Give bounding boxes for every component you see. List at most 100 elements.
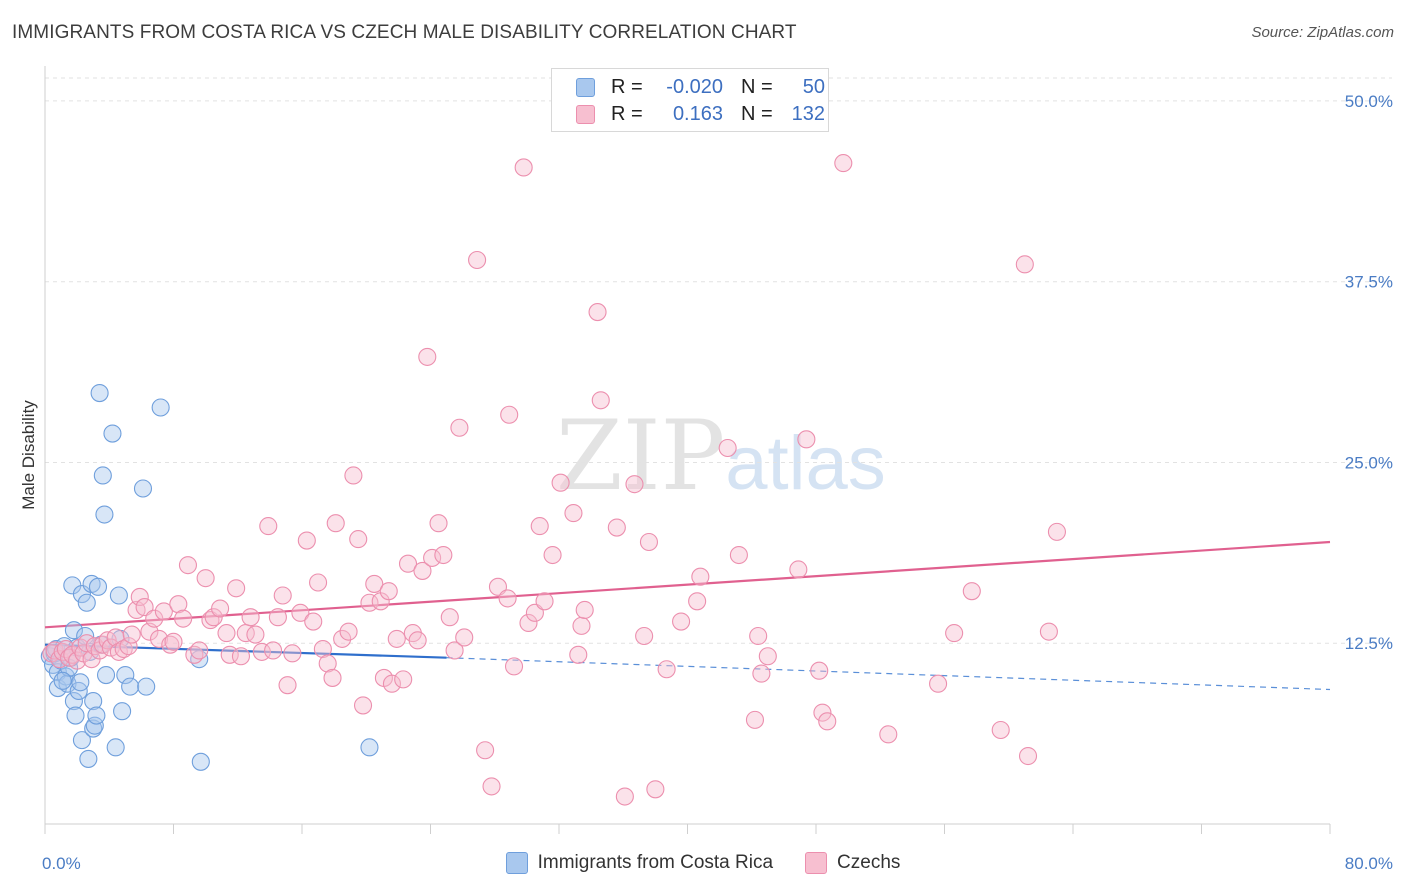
point-czechs [745, 710, 765, 729]
point-czechs [365, 574, 384, 593]
point-costa-rica [113, 702, 132, 721]
point-czechs [482, 777, 501, 796]
point-czechs [797, 430, 816, 449]
point-czechs [789, 560, 808, 579]
point-czechs [749, 626, 768, 646]
chart-title: IMMIGRANTS FROM COSTA RICA VS CZECH MALE… [12, 22, 797, 43]
point-czechs [500, 405, 519, 424]
point-czechs [211, 599, 230, 618]
bottom-legend-label-czechs: Czechs [837, 852, 901, 873]
point-czechs [691, 567, 710, 586]
x-tick-label-min: 0.0% [42, 854, 81, 873]
point-czechs [551, 473, 570, 492]
point-costa-rica [109, 586, 128, 605]
point-czechs [1015, 255, 1034, 274]
point-czechs [135, 598, 154, 617]
point-czechs [569, 645, 588, 664]
point-czechs [423, 548, 442, 567]
point-costa-rica [88, 577, 108, 596]
legend-row-costa-rica: R = -0.020 N = 50 [576, 75, 825, 99]
point-czechs [273, 586, 292, 605]
point-czechs [1018, 746, 1038, 766]
point-costa-rica [116, 665, 135, 685]
point-czechs [498, 589, 517, 608]
point-czechs [572, 616, 591, 635]
scatter-points [40, 154, 1066, 806]
point-czechs [504, 657, 524, 676]
point-czechs [164, 632, 183, 651]
point-czechs [278, 676, 297, 695]
point-czechs [488, 577, 508, 596]
point-czechs [231, 647, 251, 666]
point-czechs [445, 641, 464, 660]
point-czechs [635, 626, 654, 646]
bottom-legend-czechs: Czechs [805, 852, 900, 874]
point-czechs [130, 587, 149, 607]
point-czechs [834, 154, 853, 173]
watermark-zip: ZIP [556, 400, 726, 512]
legend-n-value: 132 [791, 102, 825, 125]
point-czechs [154, 602, 173, 621]
legend-r-value: 0.163 [672, 102, 723, 125]
point-czechs [349, 530, 368, 549]
legend-n-label: N = [741, 75, 773, 98]
x-tick-label-max: 80.0% [1345, 854, 1393, 873]
point-costa-rica [103, 424, 122, 443]
point-costa-rica [151, 398, 170, 417]
point-czechs [398, 554, 418, 573]
point-czechs [161, 635, 180, 654]
point-czechs [818, 712, 837, 731]
point-czechs [145, 609, 164, 628]
point-czechs [476, 741, 495, 760]
legend-swatch-czechs [576, 104, 595, 124]
bottom-legend-label-costa-rica: Immigrants from Costa Rica [537, 852, 774, 873]
watermark: ZIPatlas [556, 400, 886, 512]
point-czechs [429, 514, 448, 533]
point-costa-rica [360, 738, 379, 757]
point-costa-rica [84, 692, 103, 711]
y-tick-label: 12.5% [1345, 634, 1393, 653]
point-czechs [813, 703, 832, 722]
legend-n-value: 50 [802, 75, 825, 98]
legend-swatch-costa-rica [576, 77, 595, 97]
point-czechs [119, 637, 138, 656]
source-label: Source: ZipAtlas.com [1251, 24, 1394, 41]
point-czechs [353, 696, 373, 715]
point-czechs [646, 780, 665, 799]
point-czechs [625, 475, 644, 494]
point-czechs [535, 592, 554, 611]
point-czechs [109, 642, 128, 661]
point-costa-rica [53, 671, 72, 690]
point-costa-rica [64, 621, 83, 640]
point-czechs [246, 625, 265, 644]
point-czechs [259, 517, 278, 536]
point-czechs [413, 561, 432, 580]
point-czechs [387, 629, 406, 648]
point-costa-rica [137, 677, 156, 696]
point-czechs [114, 639, 133, 659]
bottom-legend-swatch-costa-rica [505, 852, 528, 874]
point-czechs [588, 303, 607, 322]
point-czechs [149, 629, 169, 648]
point-costa-rica [106, 738, 125, 757]
point-czechs [525, 603, 544, 622]
legend-n-label: N = [741, 102, 773, 125]
point-czechs [1039, 622, 1058, 641]
point-czechs [291, 603, 310, 622]
point-czechs [879, 725, 898, 744]
point-costa-rica [71, 673, 90, 692]
point-czechs [297, 531, 316, 550]
point-czechs [962, 582, 981, 601]
point-czechs [333, 629, 352, 648]
point-costa-rica [64, 692, 83, 711]
point-czechs [543, 545, 562, 565]
point-costa-rica [95, 505, 114, 524]
point-costa-rica [121, 677, 140, 696]
point-czechs [122, 625, 141, 644]
point-costa-rica [79, 749, 98, 768]
point-czechs [309, 573, 328, 592]
point-costa-rica [77, 593, 96, 612]
point-czechs [190, 641, 209, 660]
axes [44, 66, 1331, 834]
bottom-legend: Immigrants from Costa Rica Czechs [0, 852, 1406, 874]
